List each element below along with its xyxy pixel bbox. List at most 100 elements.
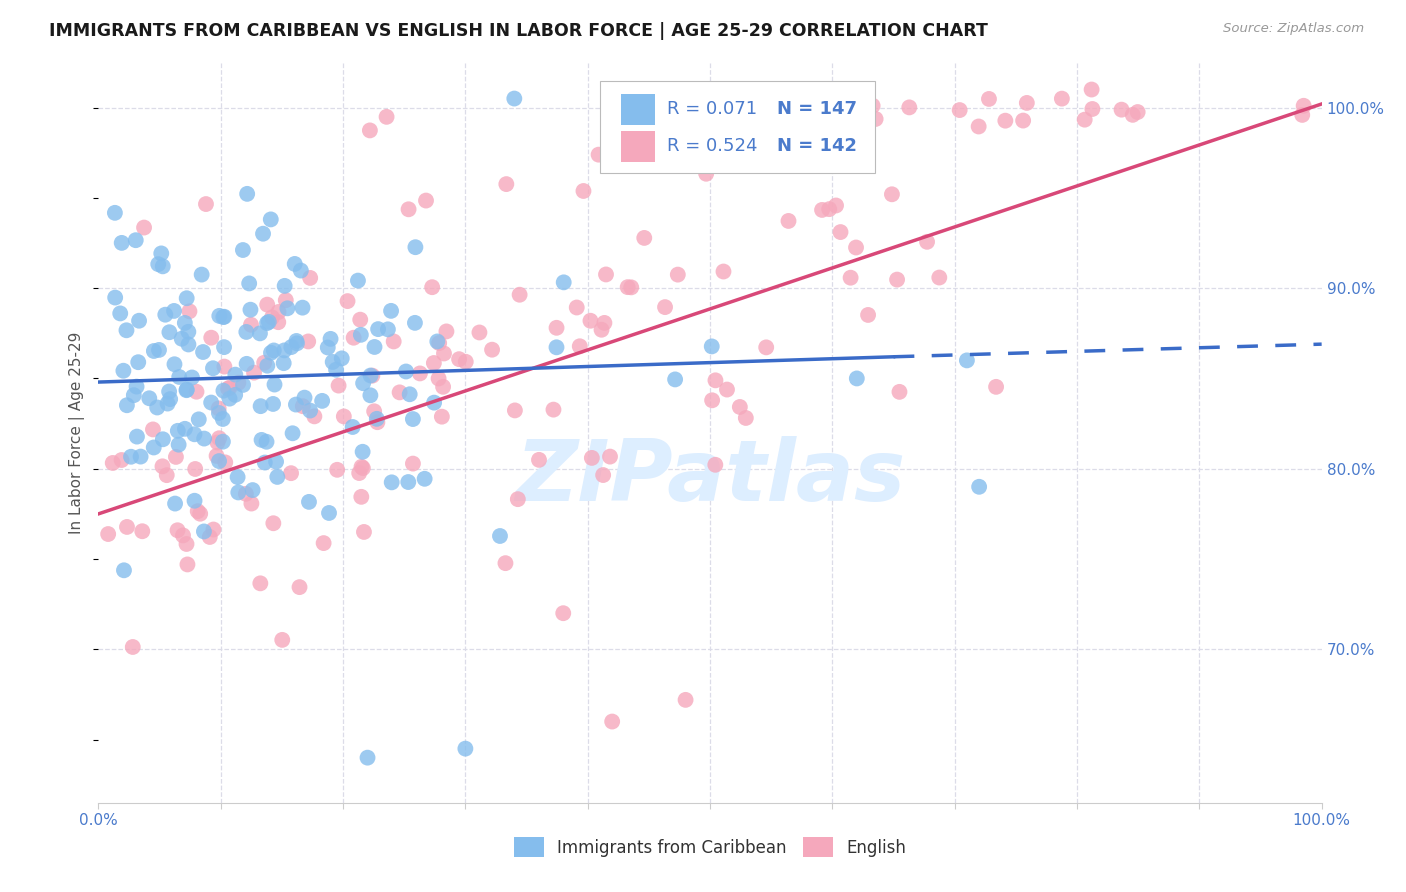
Point	[266, 470, 288, 484]
Point	[347, 274, 370, 288]
Text: N = 147: N = 147	[778, 100, 858, 118]
Point	[104, 291, 127, 305]
Point	[228, 376, 250, 390]
Point	[398, 202, 420, 217]
Point	[503, 91, 526, 105]
Point	[350, 490, 373, 504]
Point	[352, 444, 374, 458]
Point	[336, 294, 359, 309]
Point	[200, 395, 222, 409]
Point	[274, 293, 297, 308]
Point	[311, 393, 333, 408]
Point	[353, 524, 375, 539]
Point	[176, 558, 198, 572]
Point	[356, 750, 378, 764]
Point	[817, 94, 839, 108]
Point	[825, 198, 848, 212]
Point	[1050, 92, 1073, 106]
Point	[352, 376, 374, 391]
Point	[713, 264, 735, 278]
Point	[423, 395, 446, 409]
Point	[177, 325, 200, 339]
Point	[207, 435, 229, 450]
Point	[131, 524, 153, 539]
Point	[163, 357, 186, 371]
Point	[208, 309, 231, 323]
Point	[148, 343, 170, 357]
Point	[157, 325, 180, 339]
Point	[845, 240, 868, 254]
Point	[218, 392, 240, 406]
Point	[572, 184, 595, 198]
Point	[156, 396, 179, 410]
Point	[257, 315, 280, 329]
Point	[333, 409, 356, 424]
Point	[187, 504, 209, 518]
Point	[159, 392, 181, 406]
Point	[856, 308, 879, 322]
Point	[600, 714, 623, 729]
Point	[240, 318, 263, 332]
Point	[212, 384, 235, 398]
Point	[155, 308, 177, 322]
Point	[188, 507, 211, 521]
Point	[212, 310, 235, 324]
Point	[1111, 103, 1133, 117]
Point	[811, 202, 834, 217]
Point	[170, 332, 193, 346]
Point	[298, 495, 321, 509]
Point	[214, 455, 236, 469]
Point	[778, 214, 800, 228]
Point	[260, 346, 283, 360]
Point	[343, 331, 366, 345]
Point	[359, 123, 381, 137]
Point	[177, 337, 200, 351]
Point	[380, 303, 402, 318]
Text: ZIPatlas: ZIPatlas	[515, 435, 905, 518]
Point	[226, 485, 249, 500]
Point	[232, 243, 254, 257]
Point	[174, 422, 197, 436]
Point	[862, 99, 884, 113]
Point	[543, 402, 565, 417]
Point	[173, 316, 195, 330]
Point	[509, 287, 531, 301]
Point	[994, 113, 1017, 128]
Point	[967, 480, 990, 494]
Point	[654, 300, 676, 314]
Point	[679, 115, 702, 129]
Point	[191, 345, 214, 359]
Point	[193, 524, 215, 539]
Point	[129, 450, 152, 464]
Point	[855, 112, 877, 127]
Point	[128, 314, 150, 328]
Point	[1291, 108, 1313, 122]
Point	[402, 457, 425, 471]
Point	[396, 475, 419, 489]
Point	[592, 468, 614, 483]
Point	[217, 382, 239, 396]
Point	[427, 371, 450, 385]
Point	[839, 101, 862, 115]
Point	[290, 263, 312, 277]
Point	[179, 304, 201, 318]
Point	[142, 441, 165, 455]
Point	[967, 120, 990, 134]
FancyBboxPatch shape	[620, 131, 655, 162]
Point	[381, 475, 404, 490]
Point	[190, 268, 212, 282]
Point	[704, 373, 727, 387]
Text: N = 142: N = 142	[778, 137, 858, 155]
Point	[593, 316, 616, 330]
Point	[328, 378, 350, 392]
Point	[284, 398, 307, 412]
Point	[176, 537, 198, 551]
Point	[395, 364, 418, 378]
Point	[360, 368, 382, 383]
Point	[267, 305, 290, 319]
Point	[350, 327, 373, 342]
Point	[454, 355, 477, 369]
Point	[226, 470, 249, 484]
Point	[495, 556, 517, 570]
Point	[579, 314, 602, 328]
